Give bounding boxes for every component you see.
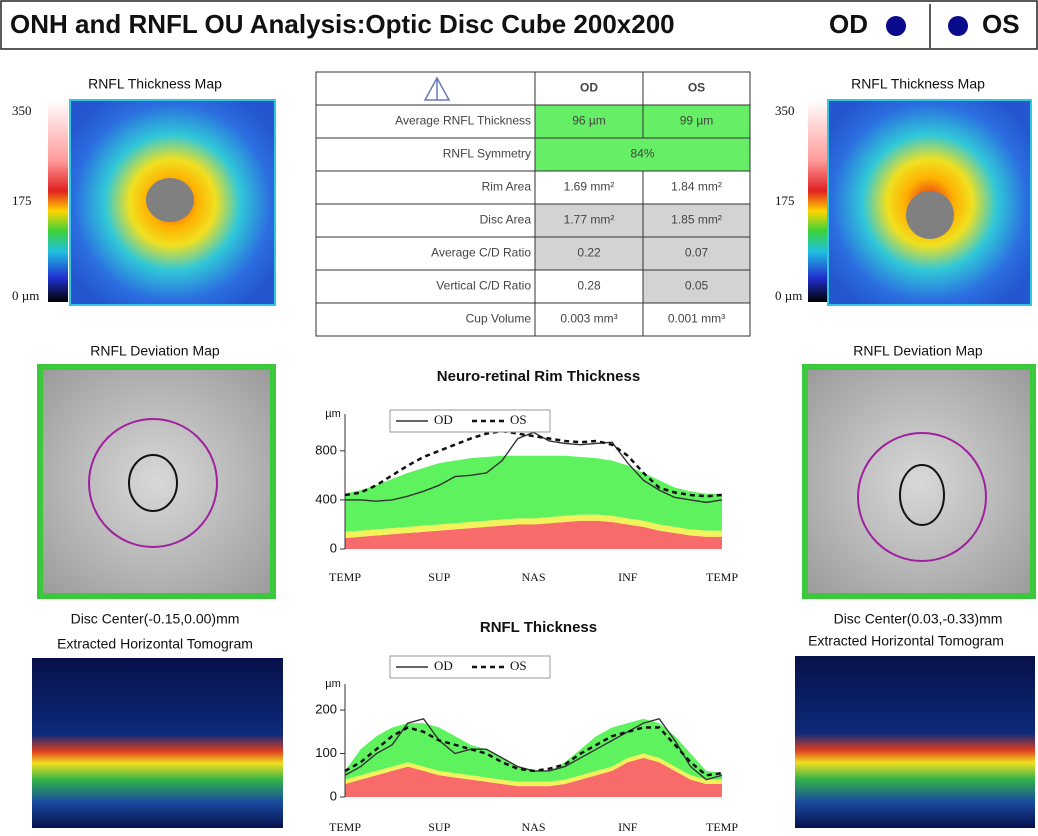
tomogram-title: Extracted Horizontal Tomogram xyxy=(57,636,253,652)
cell-value: 0.001 mm³ xyxy=(668,312,725,326)
report: ONH and RNFL OU Analysis:Optic Disc Cube… xyxy=(0,0,1038,836)
tomogram xyxy=(32,658,283,828)
table-icon xyxy=(425,78,449,100)
os-panel: RNFL Thickness Map 350 175 0 µm RNFL Dev… xyxy=(775,76,1035,828)
cell-value: 0.003 mm³ xyxy=(560,312,617,326)
scale-label: 0 µm xyxy=(12,288,39,303)
deviation-map-title: RNFL Deviation Map xyxy=(853,343,983,359)
y-tick-label: 0 xyxy=(330,788,337,803)
cell-value: 0.05 xyxy=(685,279,709,293)
y-axis-label: µm xyxy=(325,408,341,420)
x-tick-label: TEMP xyxy=(706,820,738,834)
optic-disc xyxy=(906,191,954,239)
x-tick-label: TEMP xyxy=(329,820,361,834)
cell-value: 1.69 mm² xyxy=(564,180,615,194)
row-label: RNFL Symmetry xyxy=(443,147,531,161)
y-axis-label: µm xyxy=(325,678,341,690)
scale-label: 350 xyxy=(775,103,795,118)
tomogram xyxy=(795,656,1035,828)
cell-value: 0.22 xyxy=(577,246,601,260)
color-scale xyxy=(808,100,828,302)
os-label: OS xyxy=(982,9,1020,39)
legend-label: OD xyxy=(434,412,453,427)
thickness-map-title: RNFL Thickness Map xyxy=(88,76,222,92)
scale-label: 175 xyxy=(12,193,32,208)
cell-value: 0.28 xyxy=(577,279,601,293)
thickness-map-title: RNFL Thickness Map xyxy=(851,76,985,92)
color-scale xyxy=(48,100,68,302)
y-tick-label: 100 xyxy=(315,745,337,760)
row-label: Rim Area xyxy=(482,180,532,194)
cell-value: 96 µm xyxy=(572,114,606,128)
row-label: Cup Volume xyxy=(466,312,532,326)
od-label: OD xyxy=(829,9,868,39)
chart-title: RNFL Thickness xyxy=(480,619,597,636)
x-tick-label: INF xyxy=(618,570,638,584)
scale-label: 0 µm xyxy=(775,288,802,303)
y-tick-label: 800 xyxy=(315,442,337,457)
row-label: Disc Area xyxy=(480,213,532,227)
metrics-table: OD OS Average RNFL Thickness 96 µm 99 µm RNFL… xyxy=(316,72,750,336)
cell-value: 99 µm xyxy=(680,114,714,128)
deviation-map xyxy=(40,367,273,596)
x-tick-label: NAS xyxy=(521,820,545,834)
deviation-map-title: RNFL Deviation Map xyxy=(90,343,220,359)
y-tick-label: 400 xyxy=(315,491,337,506)
row-label: Average C/D Ratio xyxy=(431,246,531,260)
y-tick-label: 0 xyxy=(330,540,337,555)
od-dot xyxy=(886,16,906,36)
cell-value: 84% xyxy=(630,147,654,161)
x-tick-label: SUP xyxy=(428,820,450,834)
chart-title: Neuro-retinal Rim Thickness xyxy=(437,368,640,385)
row-label: Average RNFL Thickness xyxy=(395,114,531,128)
legend-label: OS xyxy=(510,658,527,673)
x-tick-label: SUP xyxy=(428,570,450,584)
cell-value: 1.84 mm² xyxy=(671,180,722,194)
cell-value: 0.07 xyxy=(685,246,709,260)
column-header: OD xyxy=(580,81,598,95)
x-tick-label: INF xyxy=(618,820,638,834)
charts: Neuro-retinal Rim Thickness µm 0 400 800 TEMP… xyxy=(315,368,738,834)
row-label: Vertical C/D Ratio xyxy=(436,279,531,293)
y-tick-label: 200 xyxy=(315,702,337,717)
disc-center: Disc Center(-0.15,0.00)mm xyxy=(71,611,240,627)
legend-label: OS xyxy=(510,412,527,427)
scale-label: 175 xyxy=(775,193,795,208)
os-dot xyxy=(948,16,968,36)
legend-label: OD xyxy=(434,658,453,673)
x-tick-label: NAS xyxy=(521,570,545,584)
x-tick-label: TEMP xyxy=(706,570,738,584)
optic-disc xyxy=(146,178,194,222)
od-panel: RNFL Thickness Map 350 175 0 µm RNFL Dev… xyxy=(12,76,283,828)
x-tick-label: TEMP xyxy=(329,570,361,584)
cell-value: 1.85 mm² xyxy=(671,213,722,227)
column-header: OS xyxy=(688,81,705,95)
report-title: ONH and RNFL OU Analysis:Optic Disc Cube… xyxy=(10,9,675,39)
disc-center: Disc Center(0.03,-0.33)mm xyxy=(834,611,1003,627)
scale-label: 350 xyxy=(12,103,32,118)
tomogram-title: Extracted Horizontal Tomogram xyxy=(808,633,1004,649)
cell-value: 1.77 mm² xyxy=(564,213,615,227)
